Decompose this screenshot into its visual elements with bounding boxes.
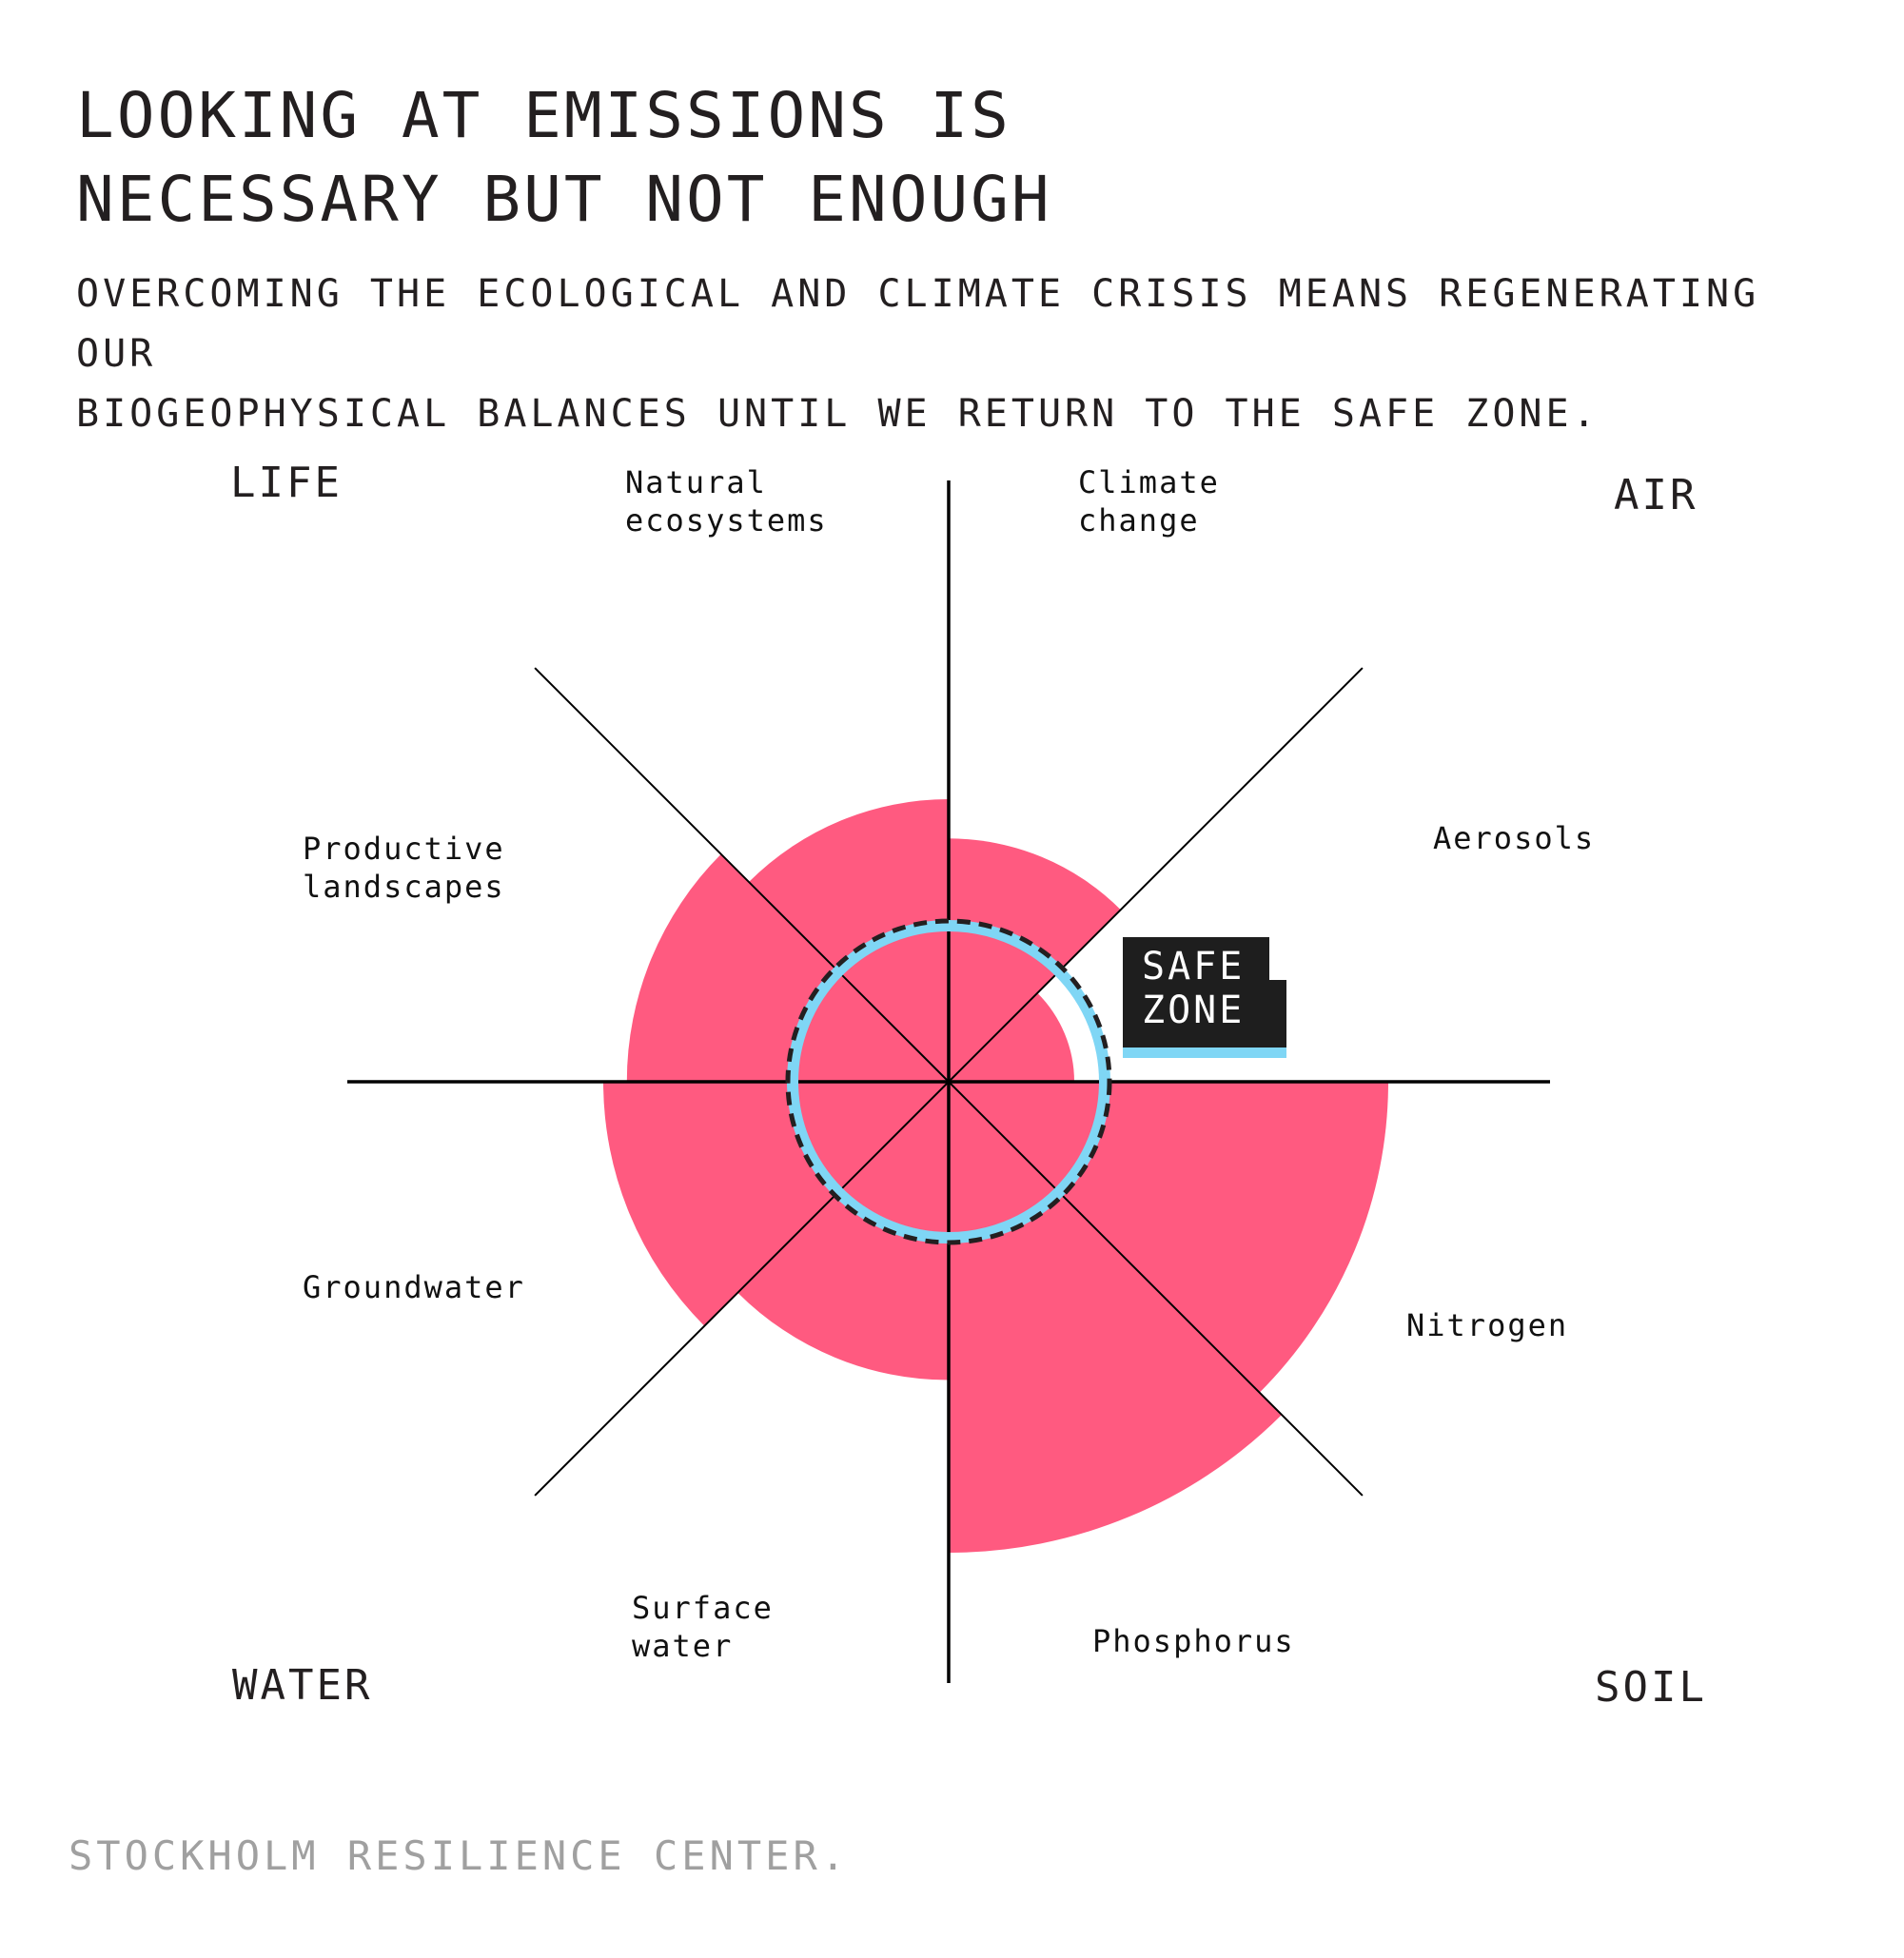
dimension-label-productive-landscapes: Productive landscapes	[303, 831, 505, 905]
safe-zone-label-line-1: SAFE	[1142, 945, 1245, 989]
axis-line	[948, 667, 1364, 1083]
dimension-label-phosphorus: Phosphorus	[1092, 1623, 1295, 1659]
title-line-2: NECESSARY BUT NOT ENOUGH	[76, 163, 1052, 236]
category-label-air: AIR	[1614, 471, 1698, 519]
label-group: Climate change Aerosols Nitrogen Phosphorus S…	[230, 459, 1707, 1712]
category-label-soil: SOIL	[1595, 1663, 1707, 1712]
safe-zone-boundary	[785, 918, 1112, 1245]
dimension-label-nitrogen: Nitrogen	[1406, 1307, 1568, 1343]
sector-climate-change	[949, 838, 1121, 1082]
dimension-label-climate-change: Climate change	[1078, 464, 1220, 538]
sector-groundwater	[603, 1082, 949, 1326]
subtitle-line-2: BIOGEOPHYSICAL BALANCES UNTIL WE RETURN …	[76, 392, 1600, 436]
sector-aerosols	[949, 992, 1074, 1082]
sector-group	[603, 799, 1388, 1553]
page-title: LOOKING AT EMISSIONS IS NECESSARY BUT NO…	[76, 74, 1052, 242]
category-label-life: LIFE	[230, 459, 343, 507]
axis-line	[534, 667, 950, 1083]
subtitle-line-1: OVERCOMING THE ECOLOGICAL AND CLIMATE CR…	[76, 272, 1760, 376]
axis-line	[948, 1081, 1364, 1497]
category-label-water: WATER	[232, 1661, 372, 1710]
sector-natural-ecosystems	[749, 799, 949, 1082]
dimension-label-groundwater: Groundwater	[303, 1269, 525, 1305]
sector-phosphorus	[949, 1082, 1282, 1553]
dimension-label-natural-ecosystems: Natural ecosystems	[625, 464, 828, 538]
safe-zone-ring	[787, 920, 1110, 1243]
sector-surface-water	[737, 1082, 949, 1380]
safe-zone-tag-underline	[1123, 1048, 1286, 1058]
axis-group	[347, 480, 1550, 1683]
source-credit: STOCKHOLM RESILIENCE CENTER.	[69, 1832, 850, 1879]
page-subtitle: OVERCOMING THE ECOLOGICAL AND CLIMATE CR…	[76, 264, 1865, 444]
axis-line	[534, 1081, 950, 1497]
title-line-1: LOOKING AT EMISSIONS IS	[76, 79, 1011, 152]
safe-zone-label-line-2: ZONE	[1142, 989, 1245, 1032]
dimension-label-surface-water: Surface water	[632, 1590, 774, 1664]
sector-productive-landscapes	[626, 853, 949, 1082]
dimension-label-aerosols: Aerosols	[1433, 820, 1595, 856]
sector-nitrogen	[949, 1082, 1388, 1393]
safe-zone-tag	[1123, 937, 1286, 1048]
